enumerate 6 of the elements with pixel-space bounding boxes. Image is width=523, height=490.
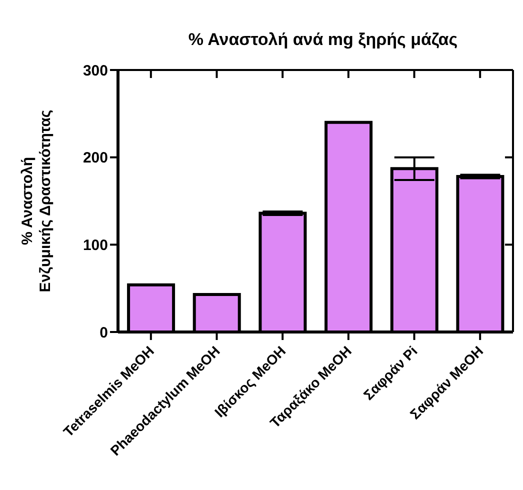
y-axis-title: % Αναστολή Ενζυμικής Δραστικότητας [19,110,54,292]
y-tick-label: 0 [100,324,108,342]
chart-title: % Αναστολή ανά mg ξηρής μάζας [187,30,459,50]
y-tick-label: 100 [82,236,108,254]
y-tick-label: 300 [82,62,108,80]
y-tick-label: 200 [82,150,108,167]
